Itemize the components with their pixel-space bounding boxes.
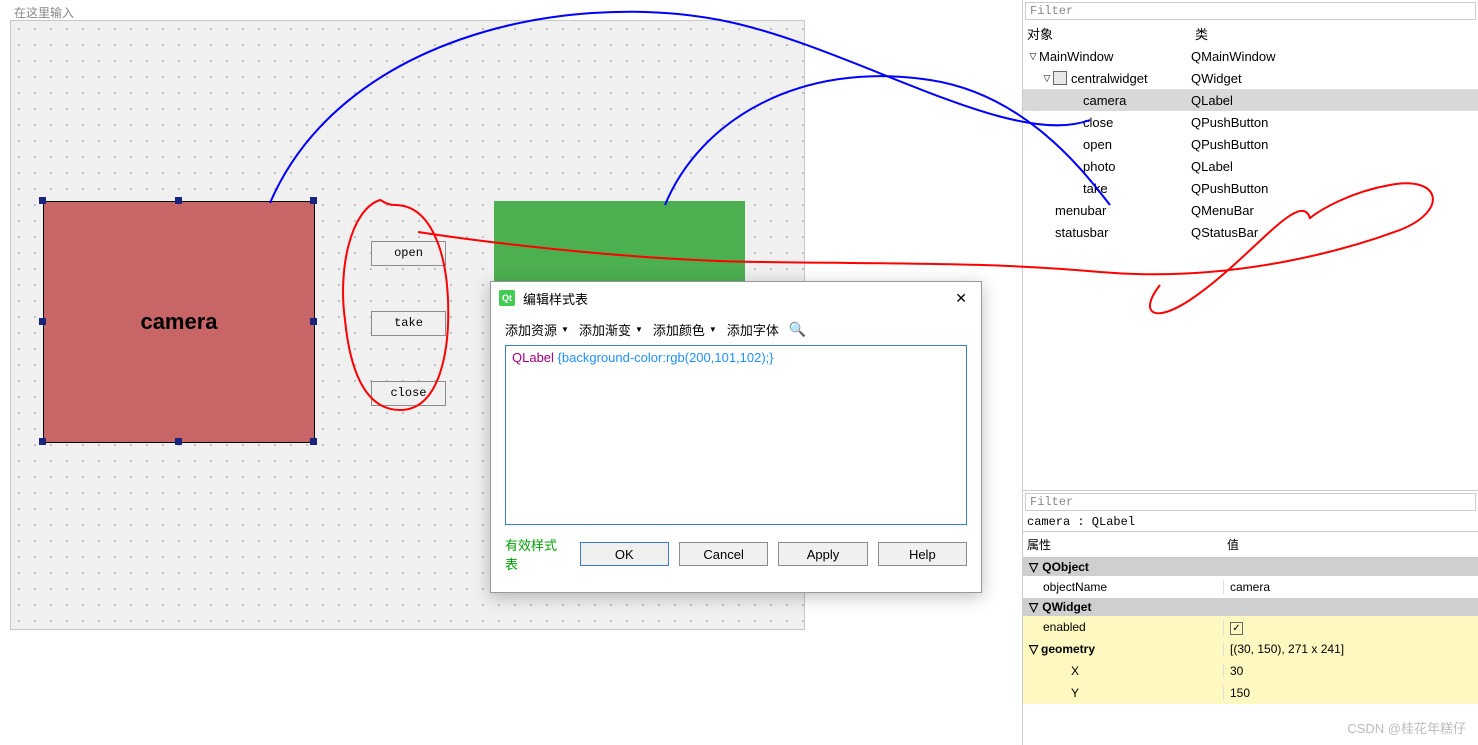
object-inspector[interactable]: 对象 类 ▽MainWindowQMainWindow▽centralwidge… [1023, 22, 1478, 243]
valid-indicator: 有效样式表 [505, 535, 570, 573]
tree-row[interactable]: open QPushButton [1023, 133, 1478, 155]
object-name: photo [1083, 159, 1116, 174]
widget-icon [1053, 71, 1067, 85]
placeholder-hint: 在这里输入 [14, 4, 74, 21]
object-name: statusbar [1055, 225, 1108, 240]
add-gradient-menu[interactable]: 添加渐变▼ [579, 320, 643, 339]
ok-button[interactable]: OK [580, 542, 669, 566]
dialog-titlebar[interactable]: Qt 编辑样式表 ✕ [491, 282, 981, 314]
stylesheet-dialog[interactable]: Qt 编辑样式表 ✕ 添加资源▼ 添加渐变▼ 添加颜色▼ 添加字体 🔍 QLab… [490, 281, 982, 593]
dialog-buttons: 有效样式表 OK Cancel Apply Help [491, 525, 981, 583]
class-name: QMenuBar [1191, 203, 1254, 218]
tree-row[interactable]: ▽ centralwidget QWidget [1023, 67, 1478, 89]
object-name: centralwidget [1071, 71, 1148, 86]
selection-handle[interactable] [175, 438, 182, 445]
property-value[interactable]: 150 [1223, 686, 1478, 700]
property-row[interactable]: objectNamecamera [1023, 576, 1478, 598]
cancel-button[interactable]: Cancel [679, 542, 768, 566]
object-name: close [1083, 115, 1113, 130]
dialog-title: 编辑样式表 [523, 289, 949, 308]
object-name: take [1083, 181, 1108, 196]
property-editor[interactable]: Filter camera : QLabel 属性 值 ▽QObjectobje… [1023, 490, 1478, 745]
close-button-widget[interactable]: close [371, 381, 446, 406]
selection-handle[interactable] [39, 438, 46, 445]
class-name: QLabel [1191, 159, 1233, 174]
class-name: QStatusBar [1191, 225, 1258, 240]
open-button-widget[interactable]: open [371, 241, 446, 266]
class-name: QWidget [1191, 71, 1242, 86]
add-color-menu[interactable]: 添加颜色▼ [653, 320, 717, 339]
chevron-down-icon[interactable]: ▽ [1027, 51, 1039, 62]
dialog-toolbar: 添加资源▼ 添加渐变▼ 添加颜色▼ 添加字体 🔍 [491, 314, 981, 345]
checkbox-icon[interactable]: ✓ [1230, 622, 1243, 635]
chevron-down-icon[interactable]: ▽ [1029, 600, 1038, 614]
tree-row[interactable]: menubar QMenuBar [1023, 199, 1478, 221]
chevron-down-icon[interactable]: ▽ [1029, 560, 1038, 574]
watermark: CSDN @桂花年糕仔 [1347, 718, 1466, 737]
tree-row[interactable]: take QPushButton [1023, 177, 1478, 199]
tree-row[interactable]: close QPushButton [1023, 111, 1478, 133]
close-icon[interactable]: ✕ [949, 290, 973, 307]
tree-row[interactable]: photo QLabel [1023, 155, 1478, 177]
tree-header: 对象 类 [1023, 22, 1478, 45]
property-object-header: camera : QLabel [1023, 513, 1478, 532]
selection-handle[interactable] [175, 197, 182, 204]
add-resource-menu[interactable]: 添加资源▼ [505, 320, 569, 339]
take-button-widget[interactable]: take [371, 311, 446, 336]
property-row[interactable]: ▽geometry[(30, 150), 271 x 241] [1023, 638, 1478, 660]
camera-text: camera [140, 309, 217, 335]
property-value[interactable]: camera [1223, 580, 1478, 594]
object-name: menubar [1055, 203, 1106, 218]
right-panel: Filter 对象 类 ▽MainWindowQMainWindow▽centr… [1022, 0, 1478, 745]
class-name: QPushButton [1191, 137, 1268, 152]
object-name: MainWindow [1039, 49, 1113, 64]
css-body-token: {background-color:rgb(200,101,102);} [558, 350, 774, 365]
property-row[interactable]: enabled✓ [1023, 616, 1478, 638]
tree-row[interactable]: statusbar QStatusBar [1023, 221, 1478, 243]
property-group-header[interactable]: ▽QWidget [1023, 598, 1478, 616]
chevron-down-icon[interactable]: ▽ [1041, 73, 1053, 84]
apply-button[interactable]: Apply [778, 542, 867, 566]
selection-handle[interactable] [310, 438, 317, 445]
css-editor[interactable]: QLabel {background-color:rgb(200,101,102… [505, 345, 967, 525]
property-row[interactable]: X30 [1023, 660, 1478, 682]
camera-label-widget[interactable]: camera [43, 201, 315, 443]
tree-row[interactable]: ▽MainWindow QMainWindow [1023, 45, 1478, 67]
class-name: QMainWindow [1191, 49, 1276, 64]
property-value[interactable]: ✓ [1223, 620, 1478, 635]
qt-icon: Qt [499, 290, 515, 306]
add-font-button[interactable]: 添加字体 [727, 320, 779, 339]
col-class: 类 [1195, 24, 1208, 43]
selection-handle[interactable] [39, 318, 46, 325]
help-button[interactable]: Help [878, 542, 967, 566]
object-filter-input[interactable]: Filter [1025, 2, 1476, 20]
css-selector-token: QLabel [512, 350, 554, 365]
selection-handle[interactable] [310, 197, 317, 204]
property-group-header[interactable]: ▽QObject [1023, 558, 1478, 576]
object-name: open [1083, 137, 1112, 152]
property-row[interactable]: Y150 [1023, 682, 1478, 704]
eyedropper-icon[interactable]: 🔍 [789, 321, 806, 338]
property-columns: 属性 值 [1023, 532, 1478, 558]
property-filter-input[interactable]: Filter [1025, 493, 1476, 511]
object-name: camera [1083, 93, 1126, 108]
selection-handle[interactable] [39, 197, 46, 204]
selection-handle[interactable] [310, 318, 317, 325]
property-value[interactable]: 30 [1223, 664, 1478, 678]
class-name: QPushButton [1191, 181, 1268, 196]
col-object: 对象 [1027, 24, 1195, 43]
property-value[interactable]: [(30, 150), 271 x 241] [1223, 642, 1478, 656]
chevron-down-icon[interactable]: ▽ [1029, 642, 1041, 656]
class-name: QPushButton [1191, 115, 1268, 130]
class-name: QLabel [1191, 93, 1233, 108]
tree-row[interactable]: camera QLabel [1023, 89, 1478, 111]
